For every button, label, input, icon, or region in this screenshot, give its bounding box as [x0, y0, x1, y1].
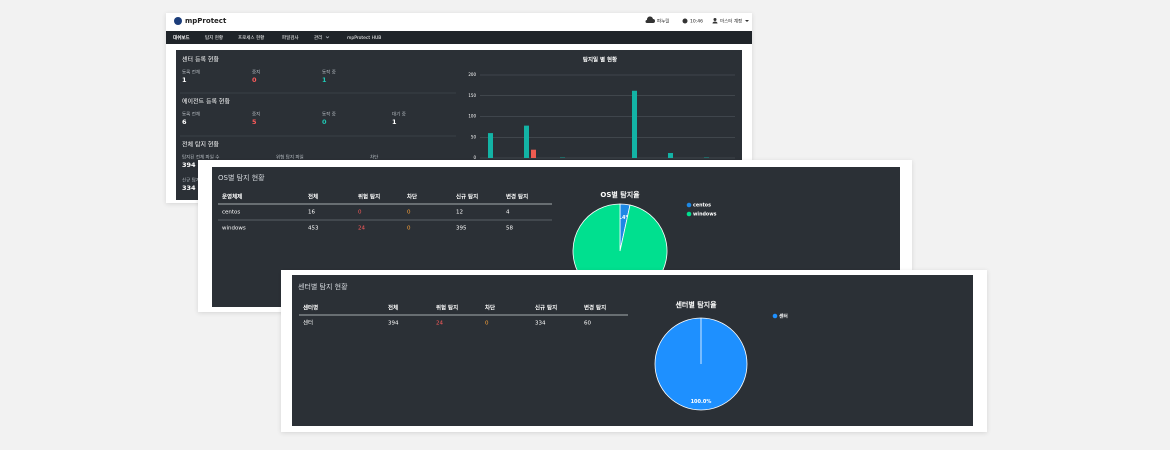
- nav-item[interactable]: 관리: [314, 34, 322, 41]
- y-tick-label: 200: [468, 72, 476, 77]
- nav-item[interactable]: 대쉬보드: [173, 34, 190, 41]
- status: 파누릴: [657, 18, 669, 25]
- clock-icon: [682, 18, 688, 24]
- stat-label: 동작 중: [322, 69, 336, 76]
- table-cell: 4: [506, 210, 510, 216]
- pie-title: OS별 탐지율: [600, 190, 640, 199]
- stat-value: 0: [252, 76, 257, 84]
- table-cell: 0: [358, 210, 362, 216]
- panel: [292, 275, 973, 426]
- table-header: 전체: [308, 193, 318, 201]
- nav-item[interactable]: 파일검사: [282, 34, 299, 41]
- slice-label: 3.4%: [617, 215, 631, 221]
- time: 10:46: [690, 19, 703, 25]
- y-tick-label: 0: [473, 155, 476, 160]
- table-header: 위험 탐지: [358, 193, 380, 201]
- stat-value: 0: [322, 118, 327, 126]
- table-cell: 453: [308, 226, 319, 232]
- stat-label: 대기 중: [392, 111, 406, 118]
- user-icon: [713, 18, 717, 21]
- legend-label: centos: [693, 203, 711, 209]
- table-cell: 60: [584, 321, 591, 327]
- nav-item[interactable]: mpProtect HUB: [347, 35, 381, 41]
- user[interactable]: 마스터 계정: [720, 18, 742, 25]
- stat-value: 334: [182, 184, 196, 192]
- pie-title: 센터별 탐지율: [675, 300, 717, 309]
- y-tick-label: 100: [468, 114, 476, 119]
- caret: [745, 20, 749, 22]
- stat-value: 1: [182, 76, 187, 84]
- section-title: 전체 탐지 현황: [182, 141, 219, 149]
- table-cell: centos: [222, 210, 240, 216]
- table-cell: 12: [456, 210, 463, 216]
- table-header: 변경 탐지: [506, 193, 528, 201]
- table-cell: 24: [358, 226, 365, 232]
- bar: [488, 133, 493, 158]
- cloud-icon: [645, 16, 655, 23]
- stat-label: 위험 탐지 파일: [276, 154, 304, 161]
- section-title: 센터 등록 현황: [182, 56, 219, 64]
- slice-label: 100.0%: [691, 399, 712, 405]
- table-cell: 24: [436, 321, 443, 327]
- table-cell: 16: [308, 210, 315, 216]
- chart-title: 탐지일 별 현황: [583, 56, 617, 64]
- table-cell: 395: [456, 226, 467, 232]
- table-header: 신규 탐지: [456, 193, 478, 201]
- table-header: 변경 탐지: [584, 304, 606, 312]
- bar: [531, 149, 536, 158]
- legend-swatch: [772, 313, 778, 319]
- table-header: 위험 탐지: [436, 304, 458, 312]
- stat-value: 1: [322, 76, 327, 84]
- stat-label: 신규 탐지: [182, 177, 200, 184]
- legend-label: windows: [693, 212, 717, 218]
- chevron: [325, 36, 330, 39]
- table-header: 차단: [485, 304, 495, 312]
- bar: [668, 153, 673, 158]
- stat-label: 차단: [370, 154, 378, 161]
- legend-label: 센터: [779, 313, 788, 320]
- y-tick-label: 150: [468, 93, 476, 98]
- table-header: 차단: [407, 193, 417, 201]
- stat-label: 중지: [252, 69, 260, 76]
- table-cell: 0: [407, 226, 411, 232]
- legend-swatch: [686, 202, 692, 208]
- stat-label: 등록 전체: [182, 111, 200, 118]
- table-header: 운영체제: [222, 193, 242, 201]
- table-cell: 0: [407, 210, 411, 216]
- section-title: 에이전트 등록 현황: [182, 98, 230, 106]
- table-cell: windows: [222, 226, 246, 232]
- user-icon: [712, 21, 718, 24]
- y-tick-label: 50: [471, 134, 477, 139]
- stat-label: 중지: [252, 111, 260, 118]
- nav-item[interactable]: 프로세스 현황: [238, 34, 264, 41]
- stat-label: 등록 전체: [182, 69, 200, 76]
- table-cell: 0: [485, 321, 489, 327]
- stat-value: 5: [252, 118, 257, 126]
- stat-value: 1: [392, 118, 397, 126]
- table-header: 센터명: [303, 304, 318, 312]
- stat-label: 탐지된 전체 파일 수: [182, 154, 219, 161]
- table-cell: 센터: [303, 319, 313, 327]
- stat-value: 394: [182, 161, 196, 169]
- legend-swatch: [686, 211, 692, 217]
- card-title: OS별 탐지 현황: [218, 173, 265, 182]
- logo: [174, 17, 182, 25]
- bar: [632, 90, 637, 158]
- card-title: 센터별 탐지 현황: [298, 282, 348, 291]
- brand: mpProtect: [185, 17, 227, 25]
- nav-bar: [166, 31, 752, 44]
- stat-value: 6: [182, 118, 187, 126]
- table-header: 전체: [388, 304, 398, 312]
- nav-item[interactable]: 탐지 현황: [205, 34, 223, 41]
- table-header: 신규 탐지: [535, 304, 557, 312]
- stat-label: 동작 중: [322, 111, 336, 118]
- bar: [524, 125, 529, 158]
- table-cell: 394: [388, 321, 399, 327]
- table-cell: 334: [535, 321, 546, 327]
- table-cell: 58: [506, 226, 513, 232]
